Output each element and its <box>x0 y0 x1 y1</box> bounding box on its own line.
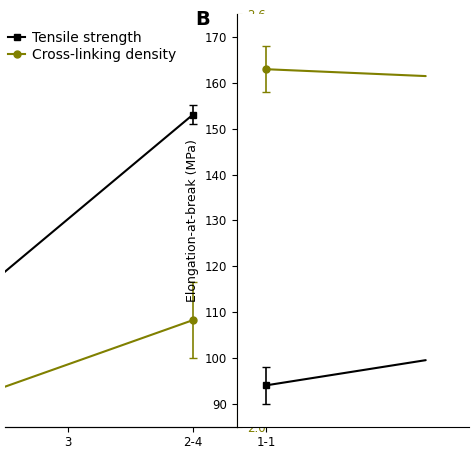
Y-axis label: Cross-linking density (10⁻⁴mol/mm³): Cross-linking density (10⁻⁴mol/mm³) <box>271 106 284 335</box>
Legend: Tensile strength, Cross-linking density: Tensile strength, Cross-linking density <box>7 29 178 63</box>
Text: B: B <box>195 10 210 29</box>
Y-axis label: Elongation-at-break (MPa): Elongation-at-break (MPa) <box>186 139 200 302</box>
